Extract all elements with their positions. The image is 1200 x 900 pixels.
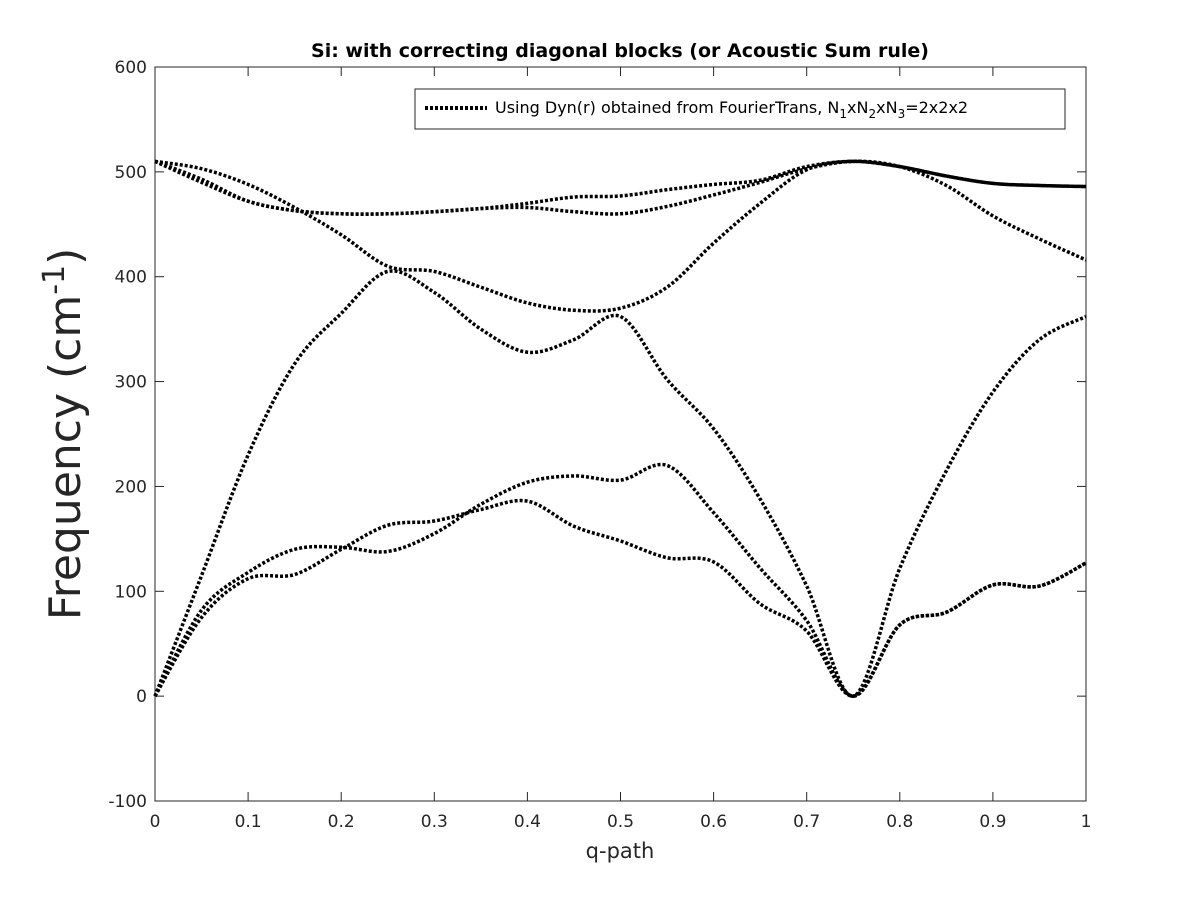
x-axis-label: q-path bbox=[586, 839, 655, 863]
legend-text-part: xN bbox=[876, 98, 897, 117]
y-tick-label: 600 bbox=[115, 58, 147, 78]
series-line-6 bbox=[154, 159, 1087, 216]
legend-subscript: 1 bbox=[839, 107, 847, 121]
legend-text-part: =2x2x2 bbox=[905, 98, 968, 117]
y-tick-label: 500 bbox=[115, 163, 147, 183]
x-tick-label: 0.2 bbox=[328, 812, 355, 832]
plot-area-frame bbox=[154, 66, 1087, 802]
chart-title: Si: with correcting diagonal blocks (or … bbox=[311, 40, 929, 62]
x-tick-label: 1 bbox=[1081, 812, 1092, 832]
x-tick-label: 0 bbox=[150, 812, 161, 832]
y-axis-label: Frequency (cm-1) bbox=[37, 248, 91, 621]
legend-box bbox=[414, 88, 1066, 130]
legend-subscript: 3 bbox=[898, 107, 906, 121]
series-lines bbox=[153, 159, 1087, 698]
x-tick-label: 0.7 bbox=[793, 812, 820, 832]
y-axis-label-text: Frequency (cm bbox=[40, 295, 91, 621]
series-line-1 bbox=[153, 498, 1087, 698]
x-tick-labels: 0 0.1 0.2 0.3 0.4 0.5 0.6 0.7 0.8 0.9 1 bbox=[150, 812, 1092, 832]
x-tick-label: 0.4 bbox=[514, 812, 541, 832]
x-tick-label: 0.6 bbox=[700, 812, 727, 832]
y-tick-label: 100 bbox=[115, 582, 147, 602]
legend-text-part: xN bbox=[847, 98, 868, 117]
legend-subscript: 2 bbox=[868, 107, 876, 121]
y-tick-label: 400 bbox=[115, 268, 147, 288]
x-tick-label: 0.3 bbox=[421, 812, 448, 832]
y-tick-label: 0 bbox=[136, 687, 147, 707]
x-tick-label: 0.8 bbox=[886, 812, 913, 832]
x-tick-label: 0.9 bbox=[979, 812, 1006, 832]
y-axis-label-superscript: -1 bbox=[37, 265, 72, 295]
legend: Using Dyn(r) obtained from FourierTrans,… bbox=[414, 88, 1066, 130]
x-tick-label: 0.1 bbox=[235, 812, 262, 832]
legend-text-part: Using Dyn(r) obtained from FourierTrans,… bbox=[495, 98, 839, 117]
y-tick-label: 300 bbox=[115, 373, 147, 393]
y-tick-labels: -100 0 100 200 300 400 500 600 bbox=[108, 58, 147, 812]
y-tick-label: 200 bbox=[115, 477, 147, 497]
legend-label: Using Dyn(r) obtained from FourierTrans,… bbox=[495, 98, 968, 121]
y-tick-label: -100 bbox=[108, 792, 147, 812]
series-line-4 bbox=[154, 159, 1087, 313]
series-line-2 bbox=[153, 462, 1087, 698]
axis-ticks bbox=[154, 66, 1087, 802]
y-axis-label-close: ) bbox=[40, 248, 91, 265]
x-tick-label: 0.5 bbox=[607, 812, 634, 832]
